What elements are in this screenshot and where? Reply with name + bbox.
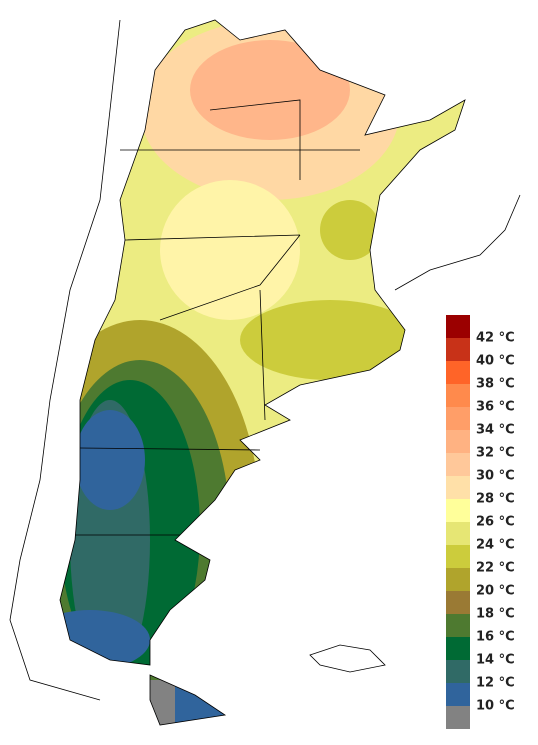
legend-label: 24 °C [476,538,515,553]
legend-label: 38 °C [476,377,515,392]
legend-label: 18 °C [476,607,515,622]
legend-label: 12 °C [476,676,515,691]
legend-swatch [446,476,470,499]
legend-label: 40 °C [476,354,515,369]
legend: 42 °C 40 °C 38 °C 36 °C 34 °C 32 °C 30 °C 28 °C… [446,315,515,729]
legend-swatch [446,453,470,476]
legend-swatch [446,591,470,614]
legend-swatch [446,637,470,660]
legend-swatch [446,407,470,430]
legend-swatch [446,545,470,568]
legend-swatch [446,499,470,522]
legend-label: 10 °C [476,699,515,714]
legend-label: 20 °C [476,584,515,599]
legend-label: 14 °C [476,653,515,668]
legend-label: 26 °C [476,515,515,530]
legend-swatch [446,660,470,683]
borders [9,19,521,726]
legend-swatch [446,338,470,361]
legend-swatch [446,361,470,384]
legend-label: 28 °C [476,492,515,507]
legend-label: 34 °C [476,423,515,438]
legend-swatch [446,614,470,637]
legend-swatch [446,683,470,706]
legend-label: 32 °C [476,446,515,461]
legend-swatch [446,430,470,453]
legend-swatch [446,315,470,338]
legend-label: 22 °C [476,561,515,576]
legend-swatch [446,384,470,407]
legend-label: 30 °C [476,469,515,484]
legend-swatch [446,706,470,729]
legend-label: 16 °C [476,630,515,645]
legend-swatch [446,522,470,545]
legend-label: 36 °C [476,400,515,415]
legend-label: 42 °C [476,331,515,346]
legend-swatch [446,568,470,591]
